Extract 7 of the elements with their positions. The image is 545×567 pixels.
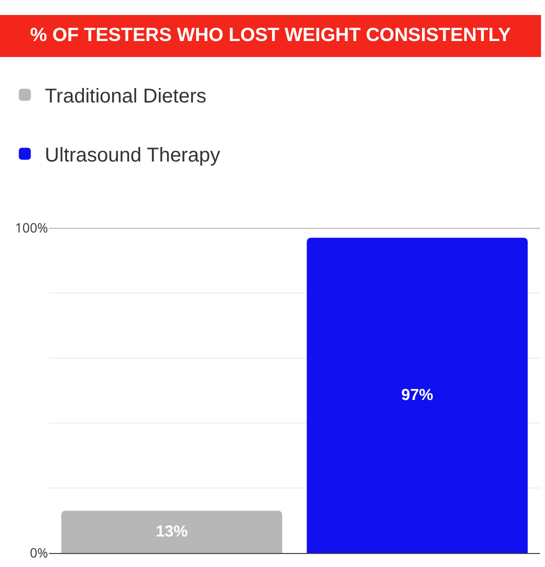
y-tick-label: 0%	[30, 544, 48, 562]
data-label: 13%	[156, 523, 188, 540]
data-label: 97%	[401, 386, 434, 404]
legend-label: Ultrasound Therapy	[44, 144, 220, 167]
legend-label: Traditional Dieters	[44, 86, 206, 108]
chart-title: % OF TESTERS WHO LOST WEIGHT CONSISTENTLY	[0, 15, 541, 57]
y-tick-label: 100%	[14, 218, 48, 237]
